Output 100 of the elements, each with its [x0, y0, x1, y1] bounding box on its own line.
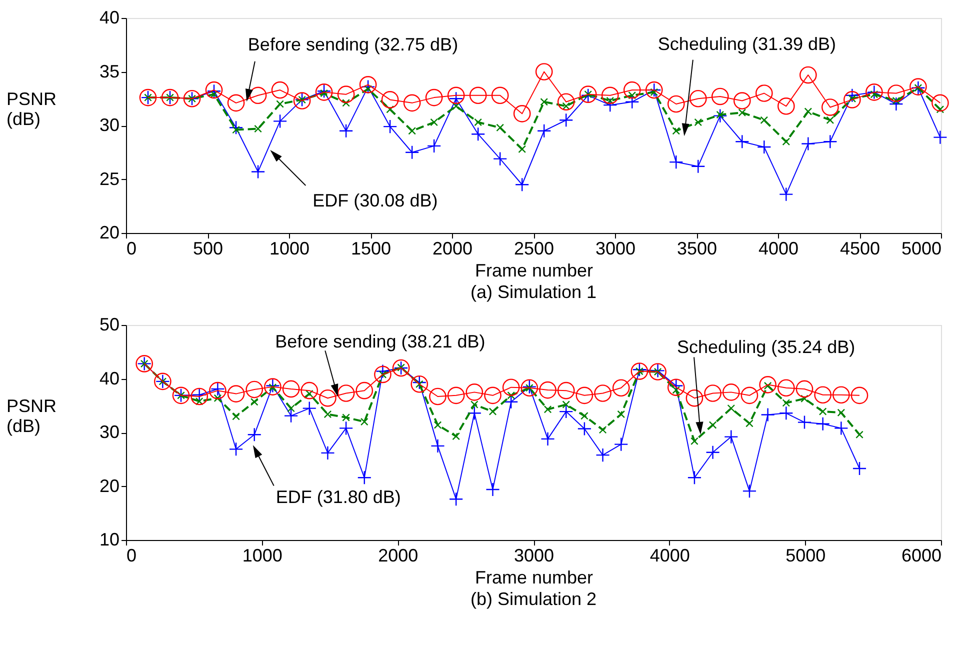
point	[227, 94, 245, 112]
annotation: Scheduling (31.39 dB)	[658, 34, 836, 54]
point	[249, 86, 267, 104]
x-tick-label: 2000	[432, 238, 473, 258]
x-tick-label: 1000	[269, 238, 310, 258]
y-tick-label: 30	[99, 115, 120, 135]
point	[557, 93, 575, 110]
point	[826, 116, 834, 124]
y-tick-label: 10	[99, 530, 120, 550]
point	[738, 108, 746, 117]
point	[447, 86, 465, 104]
point	[232, 126, 240, 134]
point	[755, 84, 773, 102]
point	[408, 126, 416, 135]
point	[470, 126, 486, 142]
point	[932, 94, 949, 112]
x-tick-label: 1000	[242, 546, 282, 566]
x-tick-label: 4000	[650, 546, 690, 566]
point	[276, 100, 284, 108]
point	[689, 90, 707, 108]
point	[513, 105, 531, 122]
point	[474, 118, 482, 126]
annotation: Before sending (32.75 dB)	[248, 34, 458, 54]
x-tick-label: 3000	[514, 546, 554, 566]
point	[936, 105, 944, 114]
point	[382, 119, 398, 134]
point	[694, 118, 702, 126]
x-tick-label: 3000	[595, 238, 636, 258]
point	[757, 140, 772, 154]
y-tick-label: 50	[99, 314, 120, 334]
point	[364, 85, 372, 93]
point	[228, 120, 244, 135]
x-tick-label: 500	[192, 238, 224, 258]
y-tick-label: 20	[99, 222, 120, 242]
point	[933, 130, 948, 144]
point	[624, 94, 640, 109]
point	[667, 95, 685, 113]
x-tick-label: 4000	[758, 238, 799, 258]
y-tick-label: 20	[99, 476, 120, 496]
point	[799, 66, 817, 84]
point	[536, 124, 552, 138]
point	[250, 164, 266, 179]
point	[452, 102, 460, 110]
y-axis-title: PSNR (dB)	[6, 396, 57, 436]
point	[823, 134, 838, 149]
point	[602, 98, 618, 112]
point	[558, 113, 574, 128]
point	[272, 114, 288, 128]
point	[254, 124, 262, 133]
point	[342, 99, 350, 107]
point	[782, 138, 790, 146]
point	[338, 124, 354, 138]
point	[888, 84, 905, 102]
point	[716, 110, 724, 119]
y-tick-label: 35	[99, 61, 120, 82]
point	[672, 126, 680, 135]
annotation: Scheduling (35.24 dB)	[677, 337, 856, 358]
point	[760, 116, 768, 124]
point	[804, 108, 812, 116]
point	[430, 118, 438, 126]
point	[540, 98, 548, 106]
text: (b) Simulation 2	[470, 589, 597, 609]
point	[469, 86, 487, 104]
point	[403, 94, 421, 112]
point	[518, 145, 526, 154]
x-tick-label: 5000	[786, 546, 826, 566]
point	[491, 86, 509, 104]
point	[337, 86, 355, 103]
point	[601, 86, 619, 104]
point	[889, 96, 904, 112]
point	[359, 76, 377, 94]
point	[448, 92, 464, 106]
point	[892, 96, 900, 105]
point	[496, 124, 504, 132]
annotation: EDF (30.08 dB)	[312, 190, 438, 211]
x-tick-label: 3500	[676, 238, 718, 258]
point	[404, 145, 420, 160]
y-axis-title: PSNR (dB)	[6, 88, 57, 129]
point	[514, 178, 530, 192]
point	[777, 98, 795, 115]
point	[606, 96, 614, 105]
text: (a) Simulation 1	[470, 282, 597, 302]
point	[822, 98, 839, 116]
x-tick-label: 6000	[901, 546, 942, 566]
x-tick-label: 5000	[901, 238, 942, 258]
y-tick-label: 40	[99, 8, 120, 28]
x-tick-label: 2000	[378, 546, 418, 566]
point	[628, 91, 636, 100]
point	[733, 92, 751, 110]
point	[426, 138, 442, 154]
point	[271, 81, 289, 99]
point	[562, 102, 570, 110]
point	[713, 108, 728, 123]
y-tick-label: 25	[99, 168, 120, 189]
point	[691, 159, 706, 174]
point	[535, 63, 553, 80]
y-tick-label: 40	[99, 368, 120, 388]
y-tick-label: 30	[99, 422, 120, 442]
point	[735, 134, 750, 149]
point	[492, 152, 508, 166]
